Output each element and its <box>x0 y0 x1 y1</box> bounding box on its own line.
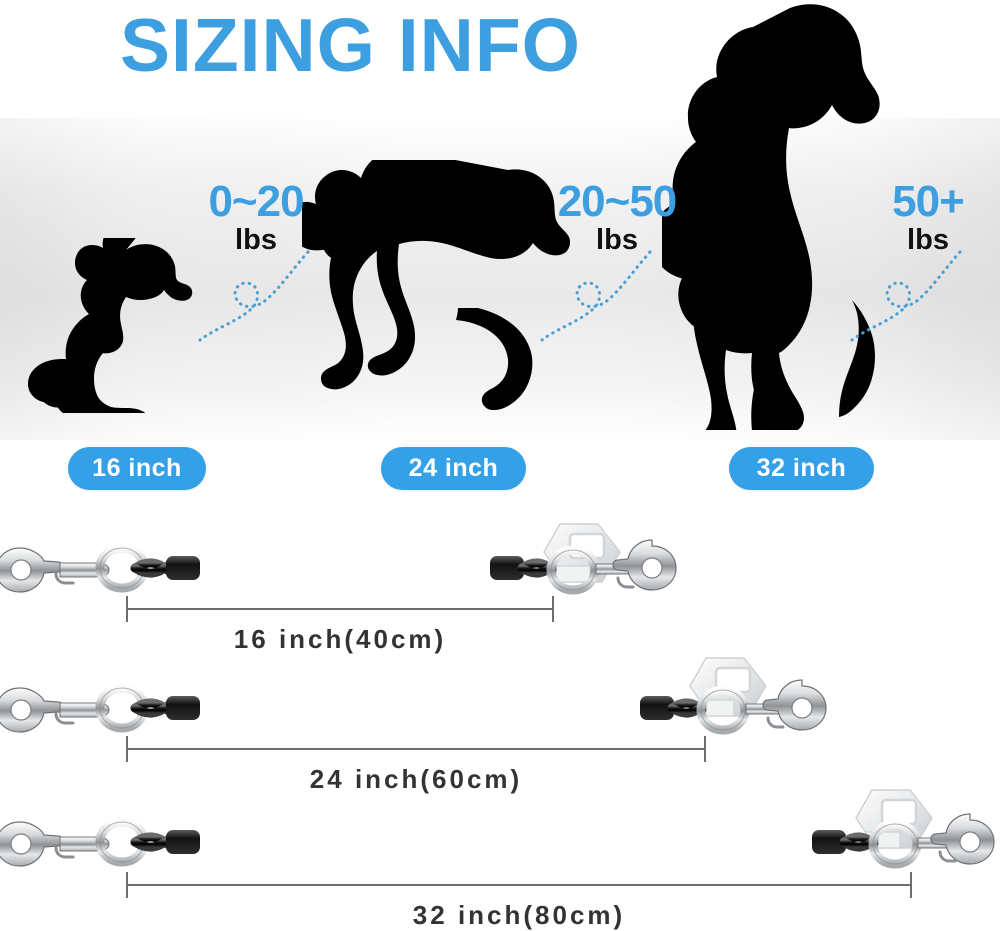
dimension-tick-right <box>704 736 706 762</box>
cable-sleeve-left <box>166 696 200 720</box>
product-row-24-inch: 24 inch(60cm) <box>0 648 1000 794</box>
dimension-label-32-inch: 32 inch(80cm) <box>412 900 626 930</box>
dotted-curl-pointer-icon-large <box>850 250 962 342</box>
dimension-line-32-inch: 32 inch(80cm) <box>126 872 912 930</box>
cable-sleeve-left <box>166 556 200 580</box>
dimension-tick-right <box>910 872 912 898</box>
snap-hook-left <box>0 687 110 733</box>
weight-range-large: 50+ <box>892 177 965 226</box>
medium-dog-standing-silhouette <box>302 160 582 430</box>
large-dog-sitting-silhouette <box>662 2 932 430</box>
snap-hook-right <box>917 813 995 865</box>
leash-image-32-inch <box>0 789 995 869</box>
weight-unit-large: lbs <box>907 224 949 256</box>
cable-sleeve-right <box>490 556 524 580</box>
leash-image-16-inch <box>0 523 677 595</box>
cable-sleeve-right <box>812 830 846 854</box>
dimension-label-24-inch: 24 inch(60cm) <box>309 764 523 794</box>
dimension-bar <box>126 884 912 886</box>
snap-hook-left <box>0 547 110 593</box>
dimension-tick-right <box>552 596 554 622</box>
small-dog-lying-silhouette <box>22 238 242 413</box>
size-pill-label-24: 24 inch <box>408 454 499 482</box>
snap-hook-right <box>595 539 677 591</box>
weight-range-medium: 20~50 <box>557 177 678 226</box>
o-ring-right <box>868 819 922 869</box>
leash-image-24-inch <box>0 657 827 735</box>
cable-sleeve-right <box>640 696 674 720</box>
dimension-line-24-inch: 24 inch(60cm) <box>126 736 706 794</box>
product-row-16-inch: 16 inch(40cm) <box>0 508 1000 654</box>
weight-range-small: 0~20 <box>208 177 304 226</box>
snap-hook-left <box>0 821 110 867</box>
product-row-32-inch: 32 inch(80cm) <box>0 788 1000 930</box>
size-pill-32-inch[interactable]: 32 inch <box>729 447 874 490</box>
dimension-bar <box>126 748 706 750</box>
weight-unit-medium: lbs <box>596 224 638 256</box>
dotted-curl-pointer-icon-medium <box>540 250 652 342</box>
size-pill-24-inch[interactable]: 24 inch <box>381 447 526 490</box>
size-pill-label-16: 16 inch <box>92 454 182 482</box>
dotted-curl-pointer-icon-small <box>198 250 310 342</box>
dimension-label-16-inch: 16 inch(40cm) <box>233 624 447 654</box>
weight-callout-large: 50+ lbs <box>878 180 978 255</box>
weight-callout-small: 0~20 lbs <box>196 180 316 255</box>
dimension-bar <box>126 608 554 610</box>
snap-hook-right <box>745 679 827 731</box>
weight-callout-medium: 20~50 lbs <box>552 180 682 255</box>
size-pill-16-inch[interactable]: 16 inch <box>68 447 206 490</box>
dimension-line-16-inch: 16 inch(40cm) <box>126 596 554 654</box>
o-ring-right <box>546 545 600 595</box>
size-pill-label-32: 32 inch <box>756 454 847 482</box>
page-title: SIZING INFO <box>120 3 581 87</box>
weight-unit-small: lbs <box>235 224 277 256</box>
o-ring-right <box>696 685 750 735</box>
cable-sleeve-left <box>166 830 200 854</box>
